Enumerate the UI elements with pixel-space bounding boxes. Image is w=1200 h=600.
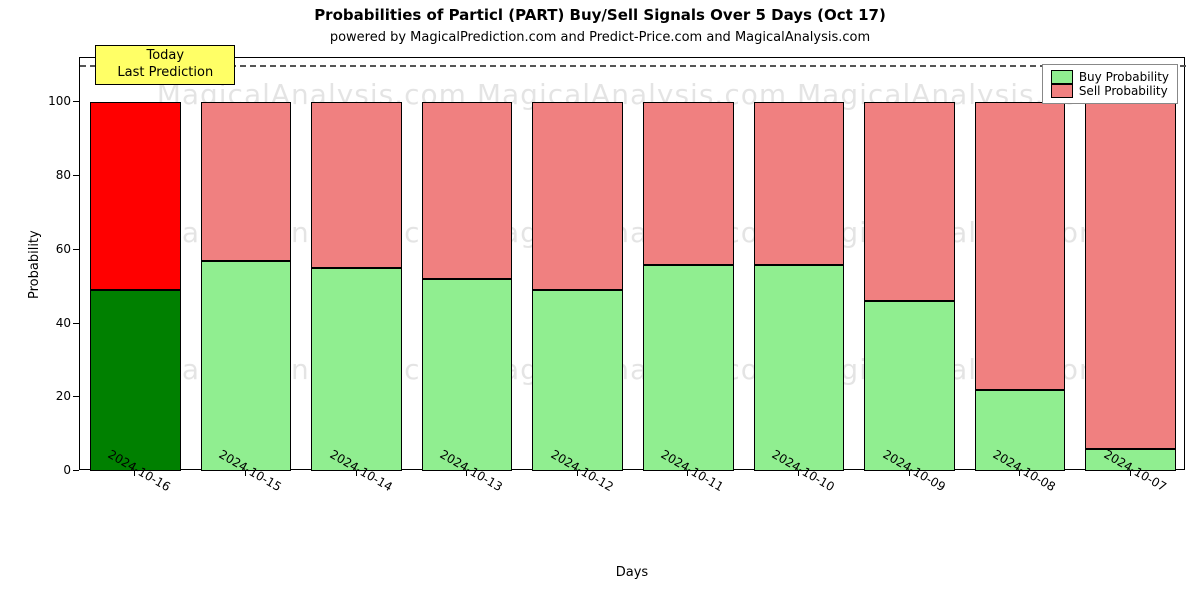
bar-buy [754, 265, 845, 472]
y-tick-mark [73, 249, 79, 250]
legend-swatch [1051, 84, 1073, 98]
y-tick-label: 60 [43, 242, 71, 256]
today-label-line2: Last Prediction [100, 65, 230, 81]
figure-root: Probabilities of Particl (PART) Buy/Sell… [0, 0, 1200, 600]
chart-subtitle: powered by MagicalPrediction.com and Pre… [0, 30, 1200, 45]
bar-sell [754, 102, 845, 264]
bar-buy [90, 290, 181, 471]
bar-buy [864, 301, 955, 471]
bar-sell [1085, 102, 1176, 449]
bar-sell [201, 102, 292, 261]
bar-sell [864, 102, 955, 301]
today-label-line1: Today [100, 48, 230, 64]
y-tick-mark [73, 101, 79, 102]
y-tick-label: 0 [43, 463, 71, 477]
legend-swatch [1051, 70, 1073, 84]
threshold-line [80, 65, 1186, 67]
y-axis-label: Probability [27, 230, 42, 299]
bar-sell [975, 102, 1066, 390]
y-tick-label: 20 [43, 389, 71, 403]
bar-buy [975, 390, 1066, 471]
chart-title: Probabilities of Particl (PART) Buy/Sell… [0, 6, 1200, 24]
bar-buy [201, 261, 292, 471]
legend-label: Sell Probability [1079, 84, 1168, 98]
legend-label: Buy Probability [1079, 70, 1169, 84]
legend-row: Sell Probability [1051, 84, 1169, 98]
y-tick-mark [73, 396, 79, 397]
y-tick-mark [73, 323, 79, 324]
bar-sell [311, 102, 402, 268]
y-tick-label: 40 [43, 316, 71, 330]
bar-sell [532, 102, 623, 290]
y-tick-label: 100 [43, 94, 71, 108]
bar-buy [422, 279, 513, 471]
plot-area: MagicalAnalysis.com MagicalAnalysis.com … [79, 57, 1185, 470]
legend-row: Buy Probability [1051, 70, 1169, 84]
bar-buy [311, 268, 402, 471]
y-tick-label: 80 [43, 168, 71, 182]
bar-buy [643, 265, 734, 472]
bar-sell [422, 102, 513, 279]
legend: Buy ProbabilitySell Probability [1042, 64, 1178, 104]
y-tick-mark [73, 175, 79, 176]
x-axis-label: Days [79, 565, 1185, 580]
bar-buy [532, 290, 623, 471]
bar-sell [643, 102, 734, 264]
y-tick-mark [73, 470, 79, 471]
today-label-box: TodayLast Prediction [95, 45, 235, 85]
bar-sell [90, 102, 181, 290]
